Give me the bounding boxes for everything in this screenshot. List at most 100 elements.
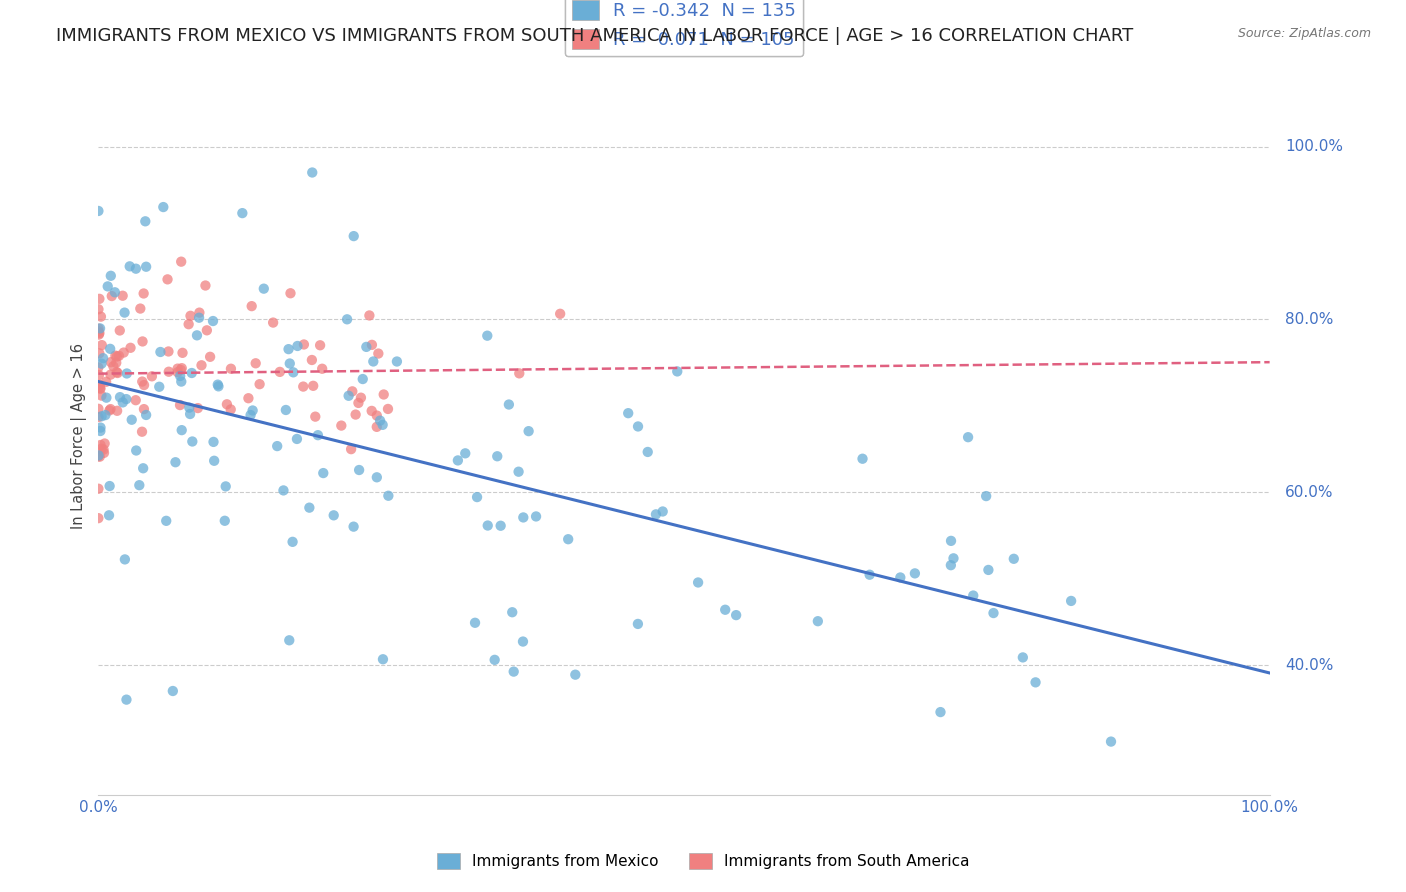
- Point: [120, 341, 142, 355]
- Point: [974, 489, 997, 503]
- Point: [231, 206, 253, 220]
- Text: 100.0%: 100.0%: [1285, 139, 1343, 154]
- Point: [89, 321, 111, 335]
- Point: [564, 667, 586, 681]
- Point: [548, 307, 571, 321]
- Point: [366, 420, 388, 434]
- Point: [170, 375, 193, 389]
- Point: [725, 608, 748, 623]
- Point: [207, 377, 229, 392]
- Point: [170, 363, 193, 377]
- Point: [1002, 551, 1025, 566]
- Point: [477, 328, 499, 343]
- Point: [89, 326, 111, 340]
- Point: [179, 309, 201, 323]
- Point: [91, 351, 114, 366]
- Point: [100, 402, 122, 417]
- Point: [89, 424, 111, 438]
- Point: [135, 260, 157, 274]
- Point: [367, 346, 389, 360]
- Point: [186, 328, 208, 343]
- Point: [131, 425, 153, 439]
- Point: [100, 268, 122, 283]
- Point: [939, 558, 962, 573]
- Point: [105, 350, 128, 364]
- Point: [87, 325, 110, 339]
- Point: [170, 254, 193, 268]
- Point: [188, 305, 211, 319]
- Point: [165, 455, 187, 469]
- Legend: Immigrants from Mexico, Immigrants from South America: Immigrants from Mexico, Immigrants from …: [430, 847, 976, 875]
- Point: [131, 375, 153, 389]
- Point: [807, 614, 830, 628]
- Point: [105, 365, 128, 379]
- Point: [98, 479, 121, 493]
- Point: [132, 402, 155, 417]
- Point: [100, 355, 122, 369]
- Point: [207, 379, 229, 393]
- Point: [366, 409, 388, 423]
- Point: [356, 340, 378, 354]
- Point: [240, 299, 263, 313]
- Point: [152, 200, 174, 214]
- Point: [104, 285, 127, 300]
- Point: [465, 490, 488, 504]
- Point: [177, 317, 200, 331]
- Point: [368, 414, 391, 428]
- Text: IMMIGRANTS FROM MEXICO VS IMMIGRANTS FROM SOUTH AMERICA IN LABOR FORCE | AGE > 1: IMMIGRANTS FROM MEXICO VS IMMIGRANTS FRO…: [56, 27, 1133, 45]
- Point: [312, 466, 335, 480]
- Point: [371, 417, 394, 432]
- Point: [277, 342, 299, 356]
- Point: [489, 518, 512, 533]
- Point: [366, 470, 388, 484]
- Point: [114, 305, 136, 319]
- Point: [108, 390, 131, 404]
- Point: [125, 261, 148, 276]
- Point: [155, 514, 177, 528]
- Point: [87, 204, 110, 219]
- Point: [269, 365, 291, 379]
- Point: [90, 338, 112, 352]
- Point: [170, 361, 193, 376]
- Point: [627, 419, 650, 434]
- Point: [103, 359, 125, 374]
- Point: [281, 534, 304, 549]
- Point: [342, 384, 364, 399]
- Point: [688, 575, 710, 590]
- Point: [1099, 734, 1122, 748]
- Point: [278, 357, 301, 371]
- Point: [371, 652, 394, 666]
- Point: [219, 402, 242, 417]
- Point: [111, 289, 134, 303]
- Point: [89, 382, 111, 396]
- Point: [517, 424, 540, 438]
- Point: [93, 436, 115, 450]
- Point: [983, 606, 1005, 620]
- Point: [336, 312, 359, 326]
- Text: 60.0%: 60.0%: [1285, 484, 1333, 500]
- Point: [198, 350, 221, 364]
- Point: [360, 404, 382, 418]
- Point: [87, 449, 110, 463]
- Point: [87, 360, 110, 375]
- Point: [90, 310, 112, 324]
- Point: [904, 566, 927, 581]
- Point: [278, 633, 301, 648]
- Point: [245, 356, 267, 370]
- Point: [347, 396, 370, 410]
- Point: [508, 465, 530, 479]
- Point: [170, 423, 193, 437]
- Point: [274, 403, 297, 417]
- Point: [87, 302, 110, 317]
- Point: [94, 408, 117, 422]
- Point: [219, 361, 242, 376]
- Point: [187, 401, 209, 416]
- Point: [249, 377, 271, 392]
- Point: [477, 518, 499, 533]
- Point: [929, 705, 952, 719]
- Point: [361, 338, 384, 352]
- Point: [90, 409, 112, 424]
- Point: [666, 364, 689, 378]
- Point: [363, 354, 385, 368]
- Point: [285, 432, 308, 446]
